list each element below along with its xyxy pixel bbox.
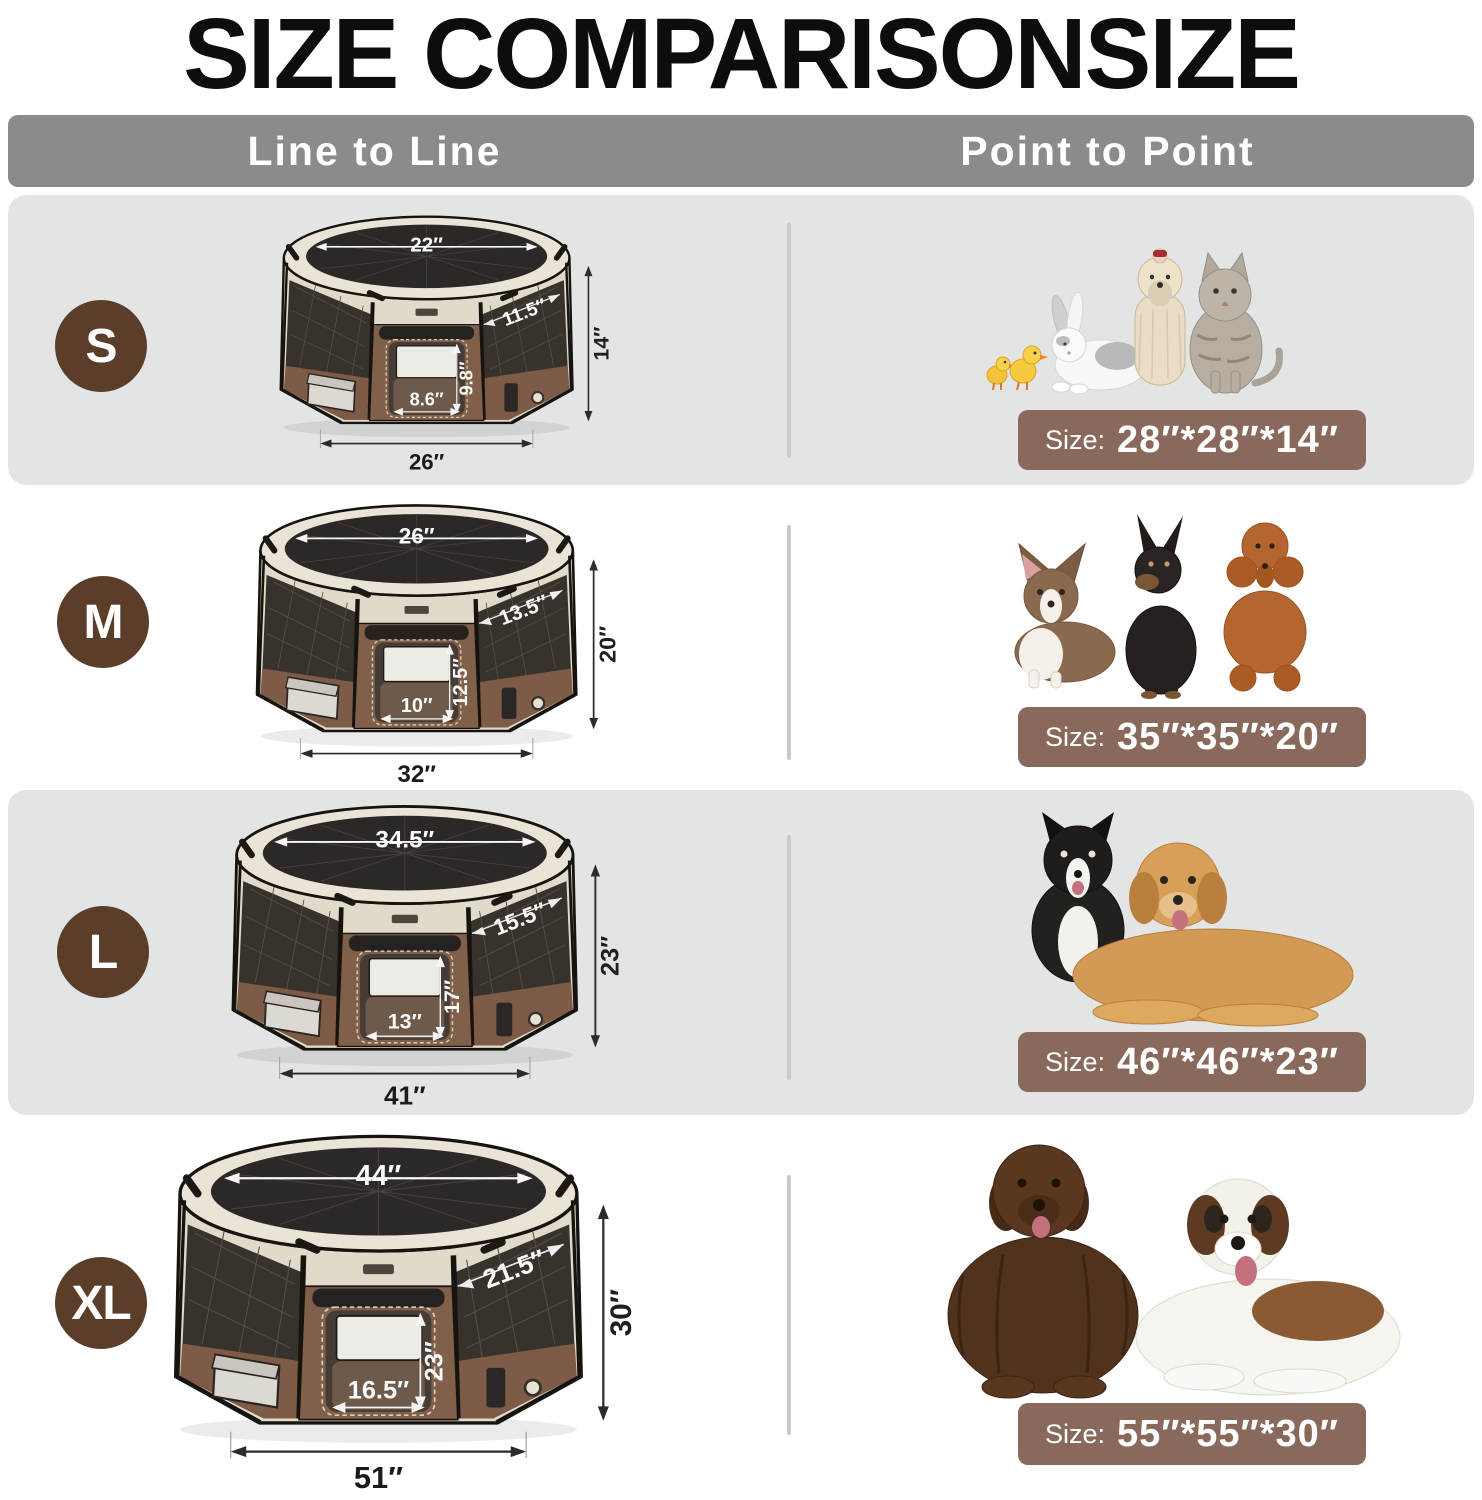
corgi-icon — [1014, 542, 1116, 689]
shih-tzu-icon — [1134, 248, 1186, 386]
dim-height: 20″ — [594, 626, 620, 663]
row-size-m: M — [8, 485, 1474, 790]
golden-retriever-icon — [1072, 842, 1354, 1027]
doberman-icon — [1125, 514, 1197, 699]
dim-door-height: 9.8″ — [456, 361, 477, 395]
dim-door-height: 23″ — [420, 1341, 448, 1381]
row-size-s: S — [8, 195, 1474, 485]
header-point-to-point: Point to Point — [960, 127, 1255, 174]
chick-icon — [986, 345, 1048, 391]
dim-door-width: 13″ — [388, 1010, 422, 1034]
dim-top-width: 44″ — [356, 1160, 402, 1192]
saint-bernard-icon — [1135, 1178, 1401, 1396]
rabbit-icon — [1051, 291, 1148, 395]
dim-base-width: 51″ — [354, 1460, 403, 1495]
dim-door-width: 8.6″ — [410, 388, 444, 409]
size-prefix: Size: — [1044, 1046, 1106, 1077]
size-value: 28″*28″*14″ — [1117, 418, 1340, 461]
column-divider — [787, 1175, 791, 1435]
dim-door-height: 17″ — [440, 980, 464, 1014]
size-prefix: Size: — [1044, 721, 1106, 752]
playpen-illustration-xl: 44″ 21.5″ 30″ 23″ 16.5″ 51″ — [173, 1134, 638, 1495]
pets-illustration-xl — [947, 1144, 1401, 1399]
size-value: 55″*55″*30″ — [1117, 1412, 1340, 1455]
dim-top-width: 26″ — [399, 524, 435, 549]
dim-base-width: 32″ — [397, 761, 436, 788]
size-spec-label-l: Size: 46″*46″*23″ — [1018, 1032, 1366, 1092]
header-line-to-line: Line to Line — [247, 127, 502, 174]
size-badge-s: S — [55, 300, 147, 392]
row-size-l: L — [8, 790, 1474, 1115]
newfoundland-icon — [947, 1144, 1139, 1399]
dim-height: 23″ — [597, 936, 625, 976]
pets-illustration-l — [1031, 812, 1354, 1027]
size-value: 46″*46″*23″ — [1117, 1040, 1340, 1083]
kitten-icon — [1189, 251, 1283, 394]
dim-base-width: 26″ — [409, 450, 445, 475]
dim-base-width: 41″ — [384, 1080, 426, 1110]
playpen-illustration-s: 22″ 11.5″ 14″ 9.8″ 8.6″ 26″ — [279, 215, 613, 475]
column-divider — [787, 223, 791, 458]
column-divider — [787, 525, 791, 760]
dim-door-height: 12.5″ — [450, 658, 472, 707]
size-prefix: Size: — [1044, 424, 1106, 455]
dim-top-width: 22″ — [410, 234, 443, 257]
column-divider — [787, 835, 791, 1080]
poodle-icon — [1223, 522, 1307, 692]
page-title: SIZE COMPARISONSIZE — [183, 0, 1301, 110]
size-spec-label-xl: Size: 55″*55″*30″ — [1018, 1403, 1366, 1465]
size-badge-m: M — [57, 576, 149, 668]
playpen-illustration-m: 26″ 13.5″ 20″ 12.5″ 10″ 32″ — [255, 504, 620, 788]
size-badge-xl: XL — [55, 1257, 147, 1349]
pets-illustration-m — [1014, 514, 1307, 699]
dim-door-width: 10″ — [401, 695, 433, 717]
size-prefix: Size: — [1044, 1418, 1106, 1449]
pets-illustration-s — [986, 248, 1283, 395]
dim-height: 14″ — [589, 327, 613, 361]
size-badge-l: L — [57, 906, 149, 998]
dim-height: 30″ — [605, 1289, 638, 1336]
size-value: 35″*35″*20″ — [1117, 715, 1340, 758]
playpen-illustration-l: 34.5″ 15.5″ 23″ 17″ 13″ 41″ — [231, 805, 625, 1110]
size-spec-label-s: Size: 28″*28″*14″ — [1018, 410, 1366, 470]
dim-top-width: 34.5″ — [375, 827, 434, 854]
size-spec-label-m: Size: 35″*35″*20″ — [1018, 707, 1366, 767]
row-size-xl: XL — [8, 1115, 1474, 1500]
dim-door-width: 16.5″ — [348, 1377, 409, 1405]
comparison-header-bar: Line to Line Point to Point — [8, 115, 1474, 187]
